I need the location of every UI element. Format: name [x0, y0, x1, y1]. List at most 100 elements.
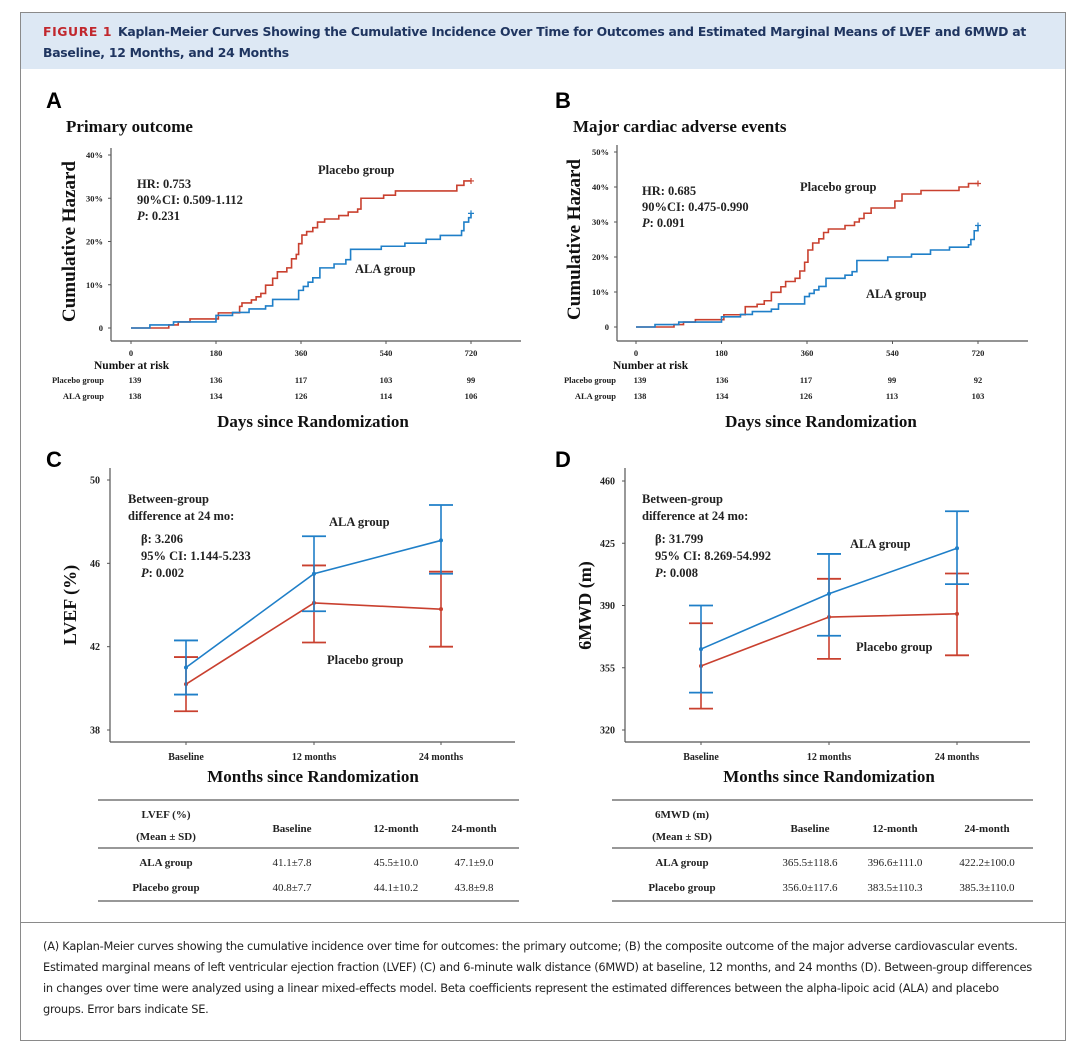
x-tick-label: 0 [129, 348, 133, 358]
y-tick-label: 390 [600, 601, 615, 612]
x-tick-label: Baseline [683, 752, 719, 763]
placebo-group-curve [131, 180, 471, 329]
annotation-heading-line2: difference at 24 mo: [128, 509, 234, 523]
x-axis-label: Days since Randomization [217, 412, 409, 431]
table-cell: 40.8±7.7 [272, 882, 312, 894]
hazard-ratio: HR: 0.753 [137, 177, 191, 191]
p-number: : 0.231 [145, 209, 180, 223]
ala-group-mean-point [699, 647, 703, 652]
panel-c: C 38 42 46 50 Baseline 12 months 24 months LVEF … [46, 447, 519, 902]
table-header-timepoint: 12-month [872, 823, 917, 835]
ala-group-mean-point [955, 546, 959, 551]
y-tick-label: 10% [592, 287, 609, 297]
x-tick-label: 720 [972, 348, 985, 358]
ala-group-label: ALA group [850, 537, 911, 551]
table-cell: 396.6±111.0 [868, 857, 923, 869]
ala-group-mean-point [827, 591, 831, 596]
table-header-stat: (Mean ± SD) [652, 831, 712, 843]
y-tick-label: 20% [86, 237, 103, 247]
x-tick-label: 180 [210, 348, 223, 358]
annotation-heading-line1: Between-group [128, 492, 209, 506]
table-cell: 356.0±117.6 [782, 882, 838, 894]
risk-value: 117 [800, 375, 813, 385]
table-cell: 43.8±9.8 [454, 882, 494, 894]
risk-value: 136 [716, 375, 729, 385]
panel-letter: A [46, 88, 62, 113]
beta-coefficient: β: 31.799 [655, 532, 703, 546]
x-tick-label: 12 months [807, 752, 851, 763]
placebo-group-label: Placebo group [327, 653, 404, 667]
placebo-group-label: Placebo group [318, 163, 395, 177]
risk-row-label: ALA group [575, 391, 616, 401]
y-tick-label: 38 [90, 726, 100, 737]
figure-frame [20, 12, 1066, 1041]
panel-d: D 320 355 390 425 460 Baseline 12 months 24 mont… [555, 447, 1033, 902]
table-cell: 47.1±9.0 [454, 857, 494, 869]
y-tick-label: 50% [592, 147, 609, 157]
table-row-label: Placebo group [132, 882, 199, 894]
table-header-timepoint: Baseline [790, 823, 829, 835]
figure-header: FIGURE 1 Kaplan-Meier Curves Showing the … [21, 13, 1065, 69]
y-tick-label: 30% [592, 217, 609, 227]
annotation-heading-line1: Between-group [642, 492, 723, 506]
ala-group-label: ALA group [329, 515, 390, 529]
p-number: : 0.002 [149, 566, 184, 580]
p-symbol: P [642, 216, 650, 230]
risk-value: 103 [380, 375, 393, 385]
x-axis-label: Days since Randomization [725, 412, 917, 431]
table-row-label: Placebo group [648, 882, 715, 894]
x-tick-label: 360 [295, 348, 308, 358]
y-tick-label: 0 [99, 323, 103, 333]
risk-value: 103 [972, 391, 985, 401]
table-header-measure: LVEF (%) [142, 809, 191, 821]
p-value: P: 0.008 [655, 566, 698, 580]
panel-letter: D [555, 447, 571, 472]
censor-mark [975, 180, 981, 187]
number-at-risk-heading: Number at risk [94, 360, 170, 372]
risk-value: 126 [800, 391, 813, 401]
y-axis-label: Cumulative Hazard [564, 159, 585, 320]
table-row-label: ALA group [139, 857, 192, 869]
number-at-risk-heading: Number at risk [613, 360, 689, 372]
panel-title: Major cardiac adverse events [573, 117, 787, 136]
table-row-label: ALA group [655, 857, 708, 869]
p-value: P: 0.231 [137, 209, 180, 223]
risk-value: 99 [467, 375, 476, 385]
ala-group-label: ALA group [355, 262, 416, 276]
risk-value: 106 [465, 391, 478, 401]
placebo-group-mean-point [439, 607, 443, 612]
risk-value: 138 [129, 391, 142, 401]
p-value: P: 0.002 [141, 566, 184, 580]
table-header-timepoint: Baseline [272, 823, 311, 835]
panel-letter: B [555, 88, 571, 113]
placebo-group-mean-point [955, 611, 959, 616]
y-tick-label: 425 [600, 539, 615, 550]
y-tick-label: 355 [600, 663, 615, 674]
ala-group-curve [131, 213, 472, 329]
y-axis-label: LVEF (%) [60, 565, 81, 645]
table-header-timepoint: 24-month [964, 823, 1009, 835]
table-header-timepoint: 24-month [451, 823, 496, 835]
x-tick-label: 12 months [292, 752, 336, 763]
annotation-heading-line2: difference at 24 mo: [642, 509, 748, 523]
x-tick-label: 0 [634, 348, 638, 358]
risk-value: 92 [974, 375, 983, 385]
risk-row-label: ALA group [63, 391, 104, 401]
table-header-measure: 6MWD (m) [655, 809, 709, 821]
summary-table: LVEF (%) (Mean ± SD) Baseline 12-month 24-mo… [98, 799, 519, 902]
panel-title: Primary outcome [66, 117, 193, 136]
risk-value: 136 [210, 375, 223, 385]
y-axis-label: Cumulative Hazard [59, 161, 80, 322]
p-number: : 0.091 [650, 216, 685, 230]
y-tick-label: 50 [90, 476, 100, 487]
table-cell: 422.2±100.0 [959, 857, 1015, 869]
p-symbol: P [655, 566, 663, 580]
confidence-interval: 95% CI: 1.144-5.233 [141, 549, 251, 563]
table-cell: 385.3±110.0 [959, 882, 1015, 894]
x-tick-label: 180 [715, 348, 728, 358]
placebo-group-label: Placebo group [800, 180, 877, 194]
p-value: P: 0.091 [642, 216, 685, 230]
